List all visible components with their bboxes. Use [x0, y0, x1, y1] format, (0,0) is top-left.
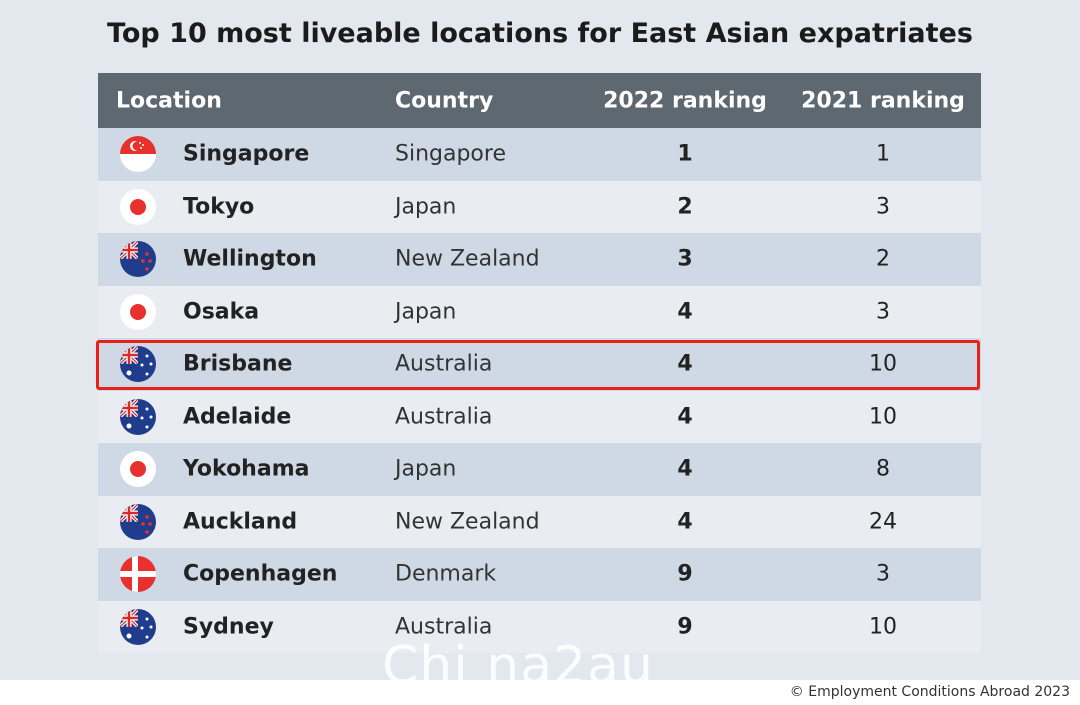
- copyright: © Employment Conditions Abroad 2023: [789, 684, 1070, 700]
- ranking-2022: 4: [677, 509, 693, 535]
- ranking-2021: 10: [869, 404, 897, 430]
- table-row: Tokyo Japan 2 3: [98, 180, 981, 233]
- location: Wellington: [183, 246, 317, 272]
- ranking-2022: 4: [677, 404, 693, 430]
- ranking-2022: 1: [677, 141, 693, 167]
- flag-icon: [120, 293, 156, 330]
- highlight-box: [96, 340, 980, 390]
- country: Denmark: [395, 561, 497, 587]
- ranking-2022: 4: [677, 456, 693, 482]
- location: Brisbane: [183, 351, 293, 377]
- ranking-2021: 1: [876, 141, 890, 167]
- flag-icon: [120, 556, 156, 592]
- table-row: Auckland New Zealand 4 24: [98, 495, 981, 548]
- ranking-2021: 24: [869, 509, 897, 535]
- ranking-2022: 4: [677, 351, 693, 377]
- ranking-2022: 2: [677, 194, 693, 220]
- header-cell: Location: [116, 88, 222, 113]
- country: Japan: [395, 194, 457, 220]
- flag-icon: [120, 241, 156, 277]
- country: Singapore: [395, 141, 506, 167]
- location: Copenhagen: [183, 561, 338, 587]
- table-row: Yokohama Japan 4 8: [98, 443, 981, 496]
- country: Australia: [395, 404, 493, 430]
- ranking-2021: 8: [876, 456, 890, 482]
- country: New Zealand: [395, 246, 540, 272]
- location: Yokohama: [183, 456, 310, 482]
- flag-icon: [120, 188, 156, 225]
- ranking-2021: 2: [876, 246, 890, 272]
- header-cell: 2021 ranking: [801, 88, 965, 113]
- table: Location Country 2022 ranking 2021 ranking …: [98, 73, 981, 653]
- ranking-2021: 3: [876, 561, 890, 587]
- country: New Zealand: [395, 509, 540, 535]
- header-cell: Country: [395, 88, 494, 113]
- country: Japan: [395, 299, 457, 325]
- table-row: Wellington New Zealand 3 2: [98, 233, 981, 286]
- table-row: Copenhagen Denmark 9 3: [98, 548, 981, 601]
- ranking-2022: 9: [677, 561, 693, 587]
- ranking-2022: 4: [677, 299, 693, 325]
- flag-icon: [120, 346, 156, 382]
- table-row: Adelaide Australia 4 10: [98, 390, 981, 443]
- footer-bar: © Employment Conditions Abroad 2023: [0, 680, 1080, 705]
- ranking-2022: 3: [677, 246, 693, 272]
- flag-icon: [120, 451, 156, 487]
- table-row: Singapore Singapore 1 1: [98, 128, 981, 181]
- ranking-2021: 10: [869, 614, 897, 640]
- country: Australia: [395, 614, 493, 640]
- location: Osaka: [183, 299, 260, 325]
- table-row: Brisbane Australia 4 10: [98, 338, 981, 391]
- ranking-2022: 9: [677, 614, 693, 640]
- flag-icon: [120, 398, 156, 435]
- flag-icon: [120, 608, 156, 645]
- table-row: Sydney Australia 9 10: [98, 600, 981, 653]
- location: Tokyo: [183, 194, 255, 220]
- location: Adelaide: [183, 404, 292, 430]
- location: Auckland: [183, 509, 298, 535]
- header-row: Location Country 2022 ranking 2021 ranking: [98, 73, 981, 128]
- header-cell: 2022 ranking: [603, 88, 767, 113]
- table-row: Osaka Japan 4 3: [98, 285, 981, 338]
- location: Sydney: [183, 614, 274, 640]
- flag-icon: [120, 503, 156, 540]
- title: Top 10 most liveable locations for East …: [107, 18, 973, 49]
- flag-icon: [120, 136, 156, 172]
- location: Singapore: [183, 141, 310, 167]
- country: Japan: [395, 456, 457, 482]
- ranking-2021: 3: [876, 194, 890, 220]
- ranking-2021: 3: [876, 299, 890, 325]
- ranking-2021: 10: [869, 351, 897, 377]
- country: Australia: [395, 351, 493, 377]
